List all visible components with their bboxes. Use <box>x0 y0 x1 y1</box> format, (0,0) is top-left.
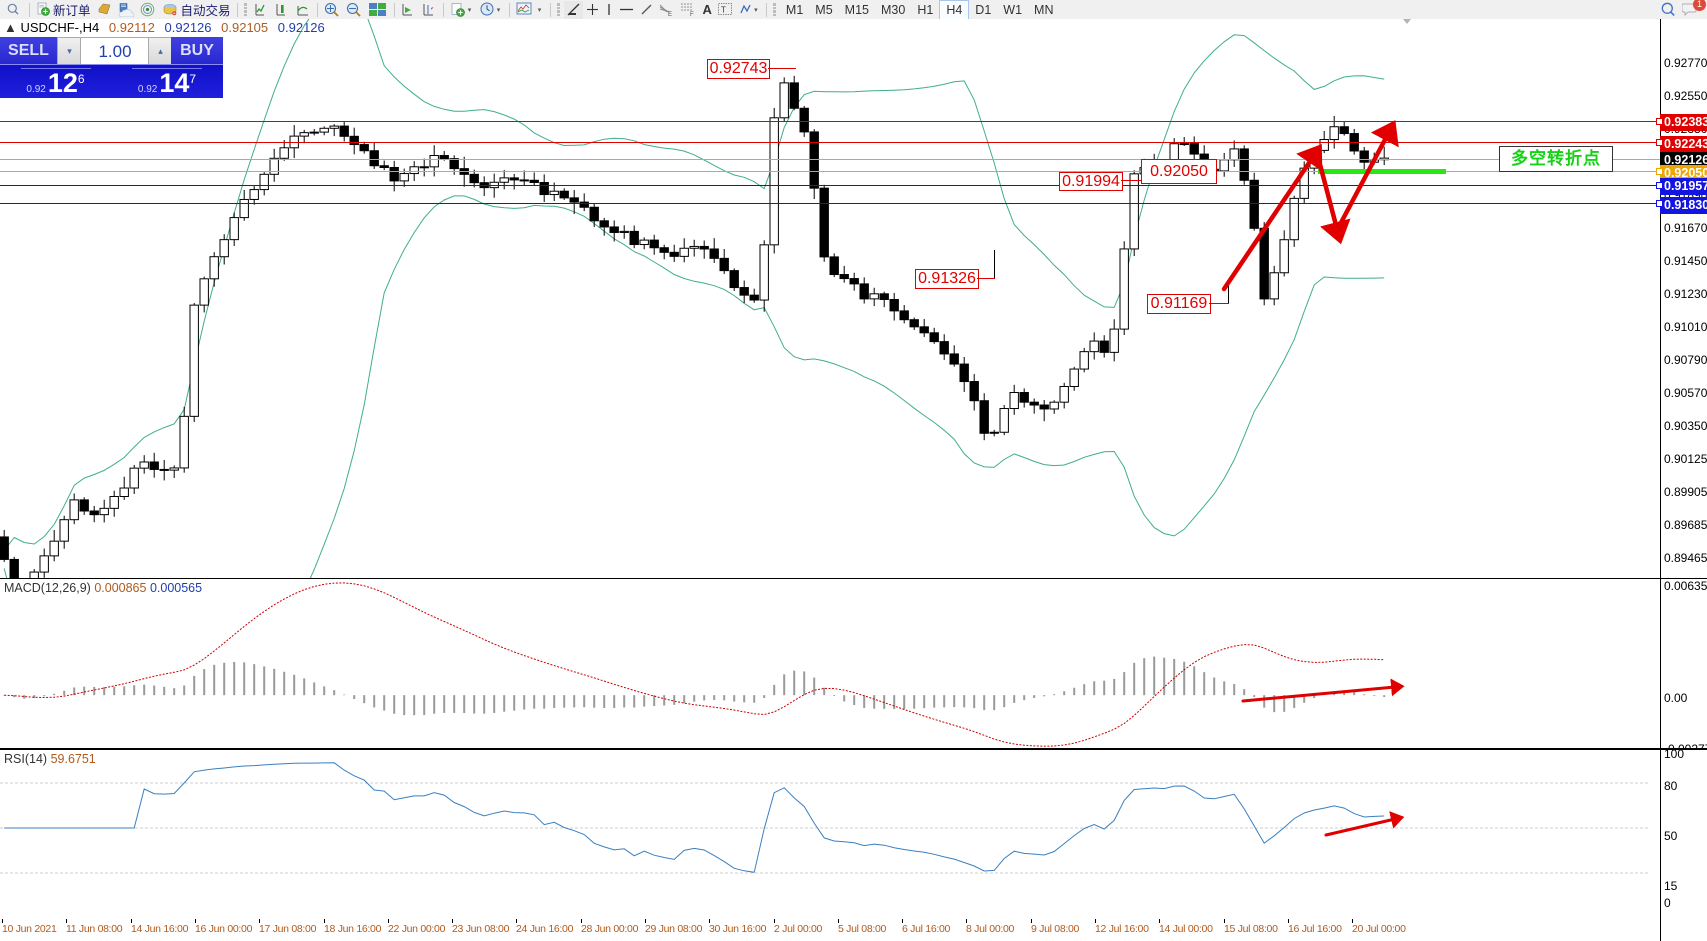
svg-text:F: F <box>690 12 694 17</box>
svg-text:E: E <box>668 12 672 17</box>
svg-text:T: T <box>721 5 726 14</box>
